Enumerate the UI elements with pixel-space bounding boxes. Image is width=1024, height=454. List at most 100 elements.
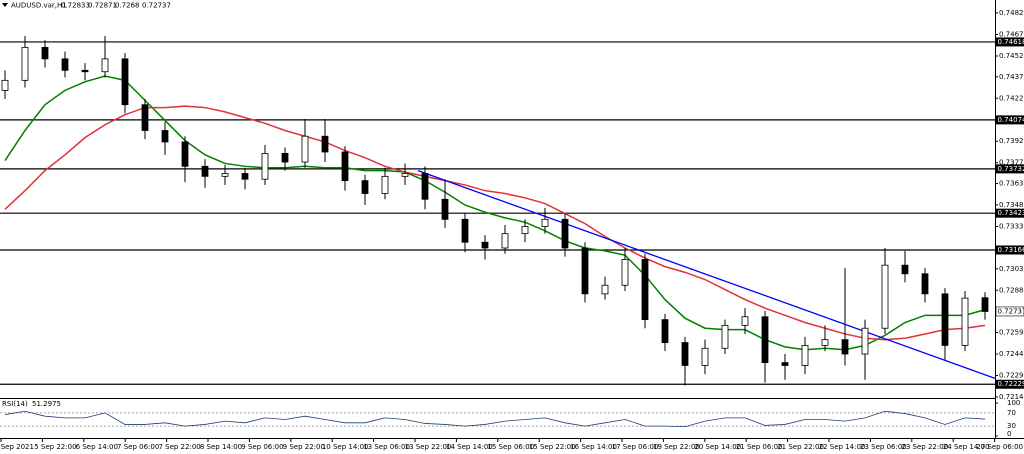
candle-body [821, 339, 829, 346]
rsi-tick-label: 30 [1007, 422, 1016, 430]
x-tick-label: 10 Sep 14:00 [322, 443, 369, 451]
candle-body [81, 69, 89, 73]
level-label: 0.73423 [998, 209, 1024, 217]
candle-body [161, 130, 169, 143]
candle-body [541, 218, 549, 227]
candle-body [781, 362, 789, 366]
x-tick-label: 5 Sep 22:00 [34, 443, 76, 451]
level-label-box [996, 164, 1024, 174]
candle-body [441, 198, 449, 220]
candle-body [421, 173, 429, 200]
candle-body [681, 342, 689, 366]
y-tick-label: 0.73035 [999, 265, 1024, 273]
x-tick-label: 19 Sep 22:00 [653, 443, 700, 451]
candle-body [41, 46, 49, 60]
x-tick-label: 7 Sep 22:00 [158, 443, 200, 451]
ohlc-open: 0.72833 [61, 2, 90, 10]
candle-body [941, 293, 949, 346]
candle-body [241, 173, 249, 180]
candle-body [761, 316, 769, 364]
candle-body [1, 79, 9, 91]
y-tick-label: 0.72885 [999, 286, 1024, 294]
ohlc-close: 0.72737 [142, 2, 171, 10]
candle-body [581, 247, 589, 295]
moving-average [4, 105, 986, 341]
y-tick-label: 0.73775 [999, 159, 1024, 167]
candle-body [141, 104, 149, 131]
candle-body [221, 173, 229, 177]
x-tick-label: 21 Sep 22:00 [777, 443, 824, 451]
x-tick-label: 24 Sep 14:00 [943, 443, 990, 451]
x-tick-label: 3 Sep 2021 [0, 443, 34, 451]
chart-title: AUDUSD.var,H1 [11, 2, 67, 10]
level-label: 0.73166 [998, 246, 1024, 254]
candle-body [261, 153, 269, 180]
candle-body [21, 46, 29, 81]
candle-body [561, 218, 569, 249]
x-tick-label: 22 Sep 14:00 [819, 443, 866, 451]
moving-average [4, 75, 986, 351]
x-tick-label: 21 Sep 06:00 [736, 443, 783, 451]
candle-body [801, 345, 809, 366]
candle-body [181, 141, 189, 167]
candle-body [841, 339, 849, 355]
trendline [417, 170, 996, 379]
x-tick-label: 27 Sep 06:00 [976, 443, 1023, 451]
y-tick-label: 0.74375 [999, 73, 1024, 81]
level-label-box [996, 245, 1024, 255]
x-tick-label: 6 Sep 14:00 [76, 443, 118, 451]
x-tick-label: 23 Sep 06:00 [860, 443, 907, 451]
current-price-box [995, 306, 1024, 317]
candle-body [701, 347, 709, 366]
candle-body [881, 264, 889, 329]
candle-body [341, 151, 349, 182]
level-label: 0.73732 [998, 165, 1024, 173]
rsi-value: 51.2975 [32, 400, 61, 408]
level-label-box [996, 37, 1024, 47]
candle-body [121, 58, 129, 106]
candle-body [321, 135, 329, 153]
candle-body [621, 259, 629, 286]
ohlc-high: 0.72871 [88, 2, 117, 10]
candle-body [401, 173, 409, 177]
candle-body [201, 165, 209, 177]
candle-body [961, 297, 969, 346]
x-tick-label: 8 Sep 14:00 [200, 443, 242, 451]
rsi-tick-label: 70 [1007, 409, 1016, 417]
candle-body [641, 259, 649, 321]
level-label: 0.74618 [998, 38, 1024, 46]
candle-body [981, 297, 989, 312]
rsi-line [4, 410, 986, 428]
candle-body [361, 180, 369, 194]
x-tick-label: 20 Sep 14:00 [694, 443, 741, 451]
x-tick-label: 9 Sep 06:00 [241, 443, 283, 451]
x-tick-label: 23 Sep 22:00 [901, 443, 948, 451]
candle-body [61, 58, 69, 71]
current-price-label: 0.72737 [998, 307, 1024, 315]
x-tick-label: 14 Sep 14:00 [446, 443, 493, 451]
candle-body [601, 284, 609, 295]
candle-body [381, 175, 389, 194]
x-tick-label: 9 Sep 22:00 [283, 443, 325, 451]
x-tick-label: 7 Sep 06:00 [117, 443, 159, 451]
candle-body [901, 264, 909, 275]
x-tick-label: 13 Sep 22:00 [405, 443, 452, 451]
candle-body [661, 319, 669, 343]
rsi-tick-label: 100 [1007, 399, 1020, 407]
rsi-tick-label: 0 [1007, 430, 1011, 438]
level-label-box [996, 379, 1024, 389]
level-label-box [996, 115, 1024, 125]
candle-body [461, 218, 469, 243]
x-tick-label: 17 Sep 06:00 [612, 443, 659, 451]
level-label: 0.72229 [998, 380, 1024, 388]
ohlc-low: 0.7268 [115, 2, 140, 10]
